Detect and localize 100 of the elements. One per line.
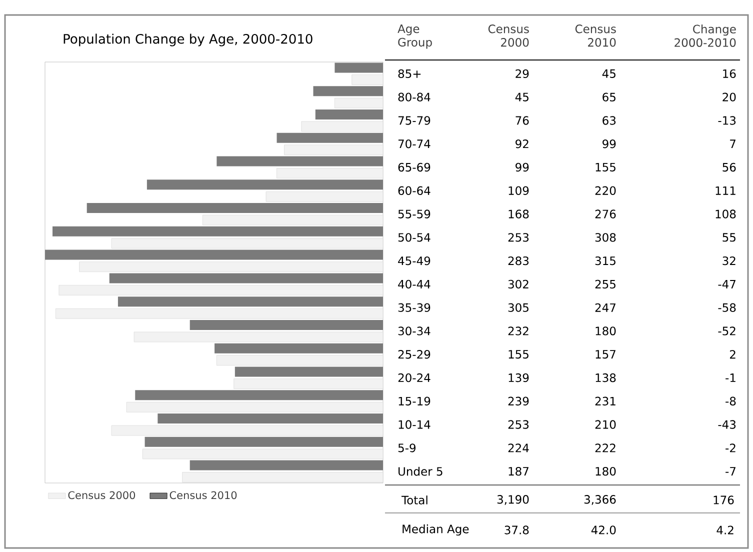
y-tick-label: 35-39 [398, 303, 430, 312]
y-tick-label: 45-49 [398, 256, 430, 266]
bar [234, 366, 383, 377]
bar [146, 180, 383, 190]
category-label: Total [402, 496, 428, 504]
data-label: 139 [508, 373, 529, 382]
bar [266, 191, 384, 202]
y-tick-label: 80-84 [398, 92, 430, 102]
data-label: 224 [508, 444, 529, 452]
bar [216, 156, 383, 166]
bar [313, 86, 383, 96]
bar [109, 273, 383, 284]
data-label: 168 [508, 210, 529, 218]
bar [182, 472, 384, 482]
data-label: 155 [596, 162, 616, 172]
text: Change 2000-2010 [674, 24, 736, 47]
bar [276, 168, 384, 178]
chart-title: Population Change by Age, 2000-2010 [64, 34, 312, 46]
y-tick-label: 50-54 [398, 233, 430, 242]
bar [135, 390, 383, 400]
data-label: 2 [730, 350, 736, 359]
category-label: Median Age [402, 524, 469, 536]
data-label: 180 [596, 466, 616, 476]
data-label: 210 [595, 420, 616, 429]
bar [334, 62, 383, 73]
y-tick-label: 20-24 [398, 373, 430, 382]
y-tick-label: 15-19 [398, 396, 430, 406]
bar [52, 226, 383, 236]
data-label: -47 [718, 280, 736, 288]
data-label: 220 [595, 186, 616, 195]
data-label: 76 [516, 116, 529, 125]
data-label: 65 [602, 92, 616, 102]
data-label: 37.8 [504, 526, 529, 534]
data-label: 3,366 [584, 495, 616, 505]
y-tick-label: 60-64 [398, 186, 430, 195]
data-label: 92 [516, 140, 528, 148]
data-label: -2 [726, 444, 736, 452]
bar [352, 74, 384, 85]
data-label: -52 [718, 326, 736, 336]
y-tick-label: 75-79 [398, 116, 430, 125]
bar [214, 343, 383, 354]
data-label: 187 [508, 466, 528, 476]
bar [190, 460, 383, 470]
data-label: 283 [508, 256, 529, 266]
data-label: 111 [716, 186, 736, 195]
data-label: 99 [516, 162, 529, 172]
bar [58, 284, 384, 296]
data-label: 42.0 [591, 526, 616, 534]
data-label: 20 [722, 92, 736, 102]
bar [56, 308, 384, 319]
text: Census 2010 [575, 24, 616, 47]
y-tick-label: Under 5 [398, 466, 442, 476]
y-tick-label: 10-14 [398, 420, 430, 429]
text: Census 2000 [488, 24, 529, 47]
data-label: 276 [595, 210, 616, 218]
bar [216, 355, 384, 366]
data-label: -1 [726, 374, 736, 382]
bar [301, 121, 384, 132]
bar [234, 378, 384, 389]
bar [142, 448, 384, 460]
bar [86, 203, 383, 214]
bar [276, 132, 383, 143]
data-label: 302 [508, 280, 528, 289]
data-label: 63 [602, 116, 616, 125]
data-label: 55 [722, 233, 736, 242]
data-label: 4.2 [716, 526, 734, 534]
data-label: 45 [602, 69, 616, 78]
bar [111, 425, 384, 436]
data-label: 176 [714, 496, 734, 504]
y-tick-label: 70-74 [398, 140, 430, 148]
bar [284, 144, 384, 156]
y-tick-label: 5-9 [398, 444, 416, 452]
data-label: -7 [726, 467, 736, 476]
data-label: 138 [596, 373, 616, 382]
y-tick-label: 30-34 [398, 326, 430, 336]
data-label: 239 [508, 396, 529, 406]
data-label: 108 [716, 210, 736, 218]
bar [144, 436, 383, 447]
data-label: 308 [595, 233, 616, 242]
data-label: 180 [596, 326, 616, 336]
data-label: 109 [508, 186, 529, 195]
data-label: 157 [596, 350, 616, 359]
bar [134, 332, 384, 342]
data-label: 253 [508, 420, 529, 429]
data-label: -13 [718, 116, 736, 125]
data-label: 232 [508, 326, 528, 336]
data-label: 32 [722, 256, 736, 266]
bar [111, 238, 384, 249]
data-label: 253 [508, 233, 529, 242]
bar [315, 109, 383, 120]
data-label: 29 [516, 69, 529, 78]
data-label: 99 [602, 140, 616, 148]
data-label: 3,190 [497, 495, 529, 505]
data-label: -58 [718, 303, 736, 312]
y-tick-label: 40-44 [398, 280, 430, 289]
data-label: 222 [595, 444, 616, 452]
data-label: -8 [726, 396, 736, 406]
data-label: 231 [595, 396, 616, 406]
bar [126, 402, 384, 412]
bar [118, 296, 383, 307]
